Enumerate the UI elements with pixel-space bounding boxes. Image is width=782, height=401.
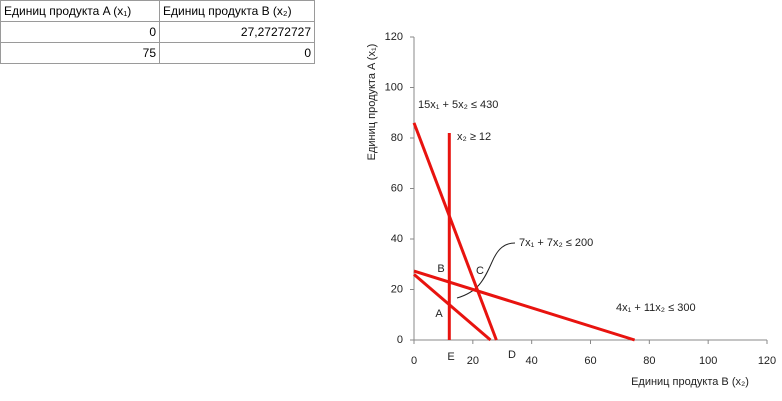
x-tick-label: 60 bbox=[584, 355, 596, 367]
x-tick-label: 80 bbox=[643, 355, 655, 367]
x-tick-label: 120 bbox=[758, 355, 776, 367]
annotation: 4x₁ + 11x₂ ≤ 300 bbox=[616, 302, 696, 314]
y-tick-label: 100 bbox=[385, 81, 403, 93]
point-label: D bbox=[508, 349, 516, 361]
x-tick-label: 20 bbox=[467, 355, 479, 367]
constraint-line bbox=[413, 273, 492, 342]
leader-line bbox=[456, 242, 516, 299]
point-label: A bbox=[435, 308, 443, 320]
x-tick-label: 100 bbox=[699, 355, 717, 367]
annotation: 15x₁ + 5x₂ ≤ 430 bbox=[418, 99, 498, 111]
data-table: Единиц продукта A (x₁) Единиц продукта B… bbox=[0, 0, 315, 64]
x-axis-label: Единиц продукта B (x₂) bbox=[631, 376, 749, 388]
y-tick-label: 0 bbox=[397, 334, 403, 346]
annotation: 7x₁ + 7x₂ ≤ 200 bbox=[519, 237, 593, 249]
cell: 0 bbox=[159, 42, 315, 64]
table-row: 75 0 bbox=[0, 42, 315, 64]
constraint-line bbox=[412, 122, 498, 341]
y-tick-label: 120 bbox=[385, 31, 403, 43]
y-tick-label: 80 bbox=[391, 132, 403, 144]
y-tick-label: 20 bbox=[391, 283, 403, 295]
annotation: x₂ ≥ 12 bbox=[457, 131, 491, 143]
y-tick-label: 60 bbox=[391, 182, 403, 194]
cell: 75 bbox=[0, 42, 160, 64]
x-tick-label: 40 bbox=[526, 355, 538, 367]
x-tick-label: 0 bbox=[411, 355, 417, 367]
header-cell: Единиц продукта A (x₁) bbox=[0, 0, 160, 22]
point-label: B bbox=[437, 263, 444, 275]
point-label: E bbox=[447, 351, 454, 363]
y-axis-label: Единиц продукта A (x₁) bbox=[366, 44, 378, 161]
point-label: C bbox=[476, 265, 484, 277]
y-tick-label: 40 bbox=[391, 233, 403, 245]
constraint-line bbox=[413, 269, 636, 342]
